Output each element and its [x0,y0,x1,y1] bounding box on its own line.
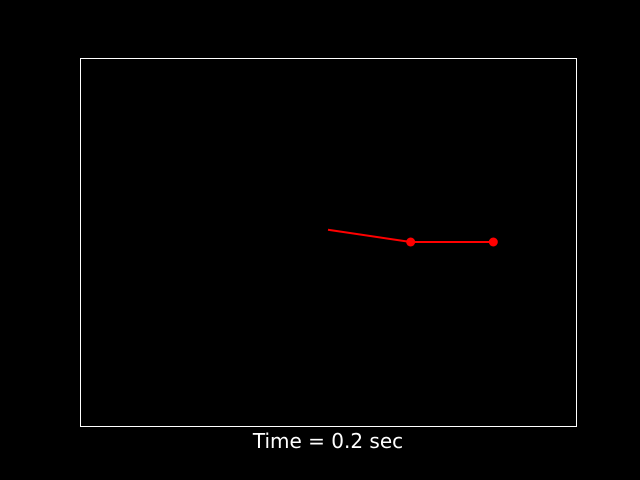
data-point-marker [406,237,416,247]
axes-frame [80,58,577,427]
series-layer [327,228,498,247]
x-axis-label: Time = 0.2 sec [252,429,403,453]
data-point-marker [488,237,498,247]
